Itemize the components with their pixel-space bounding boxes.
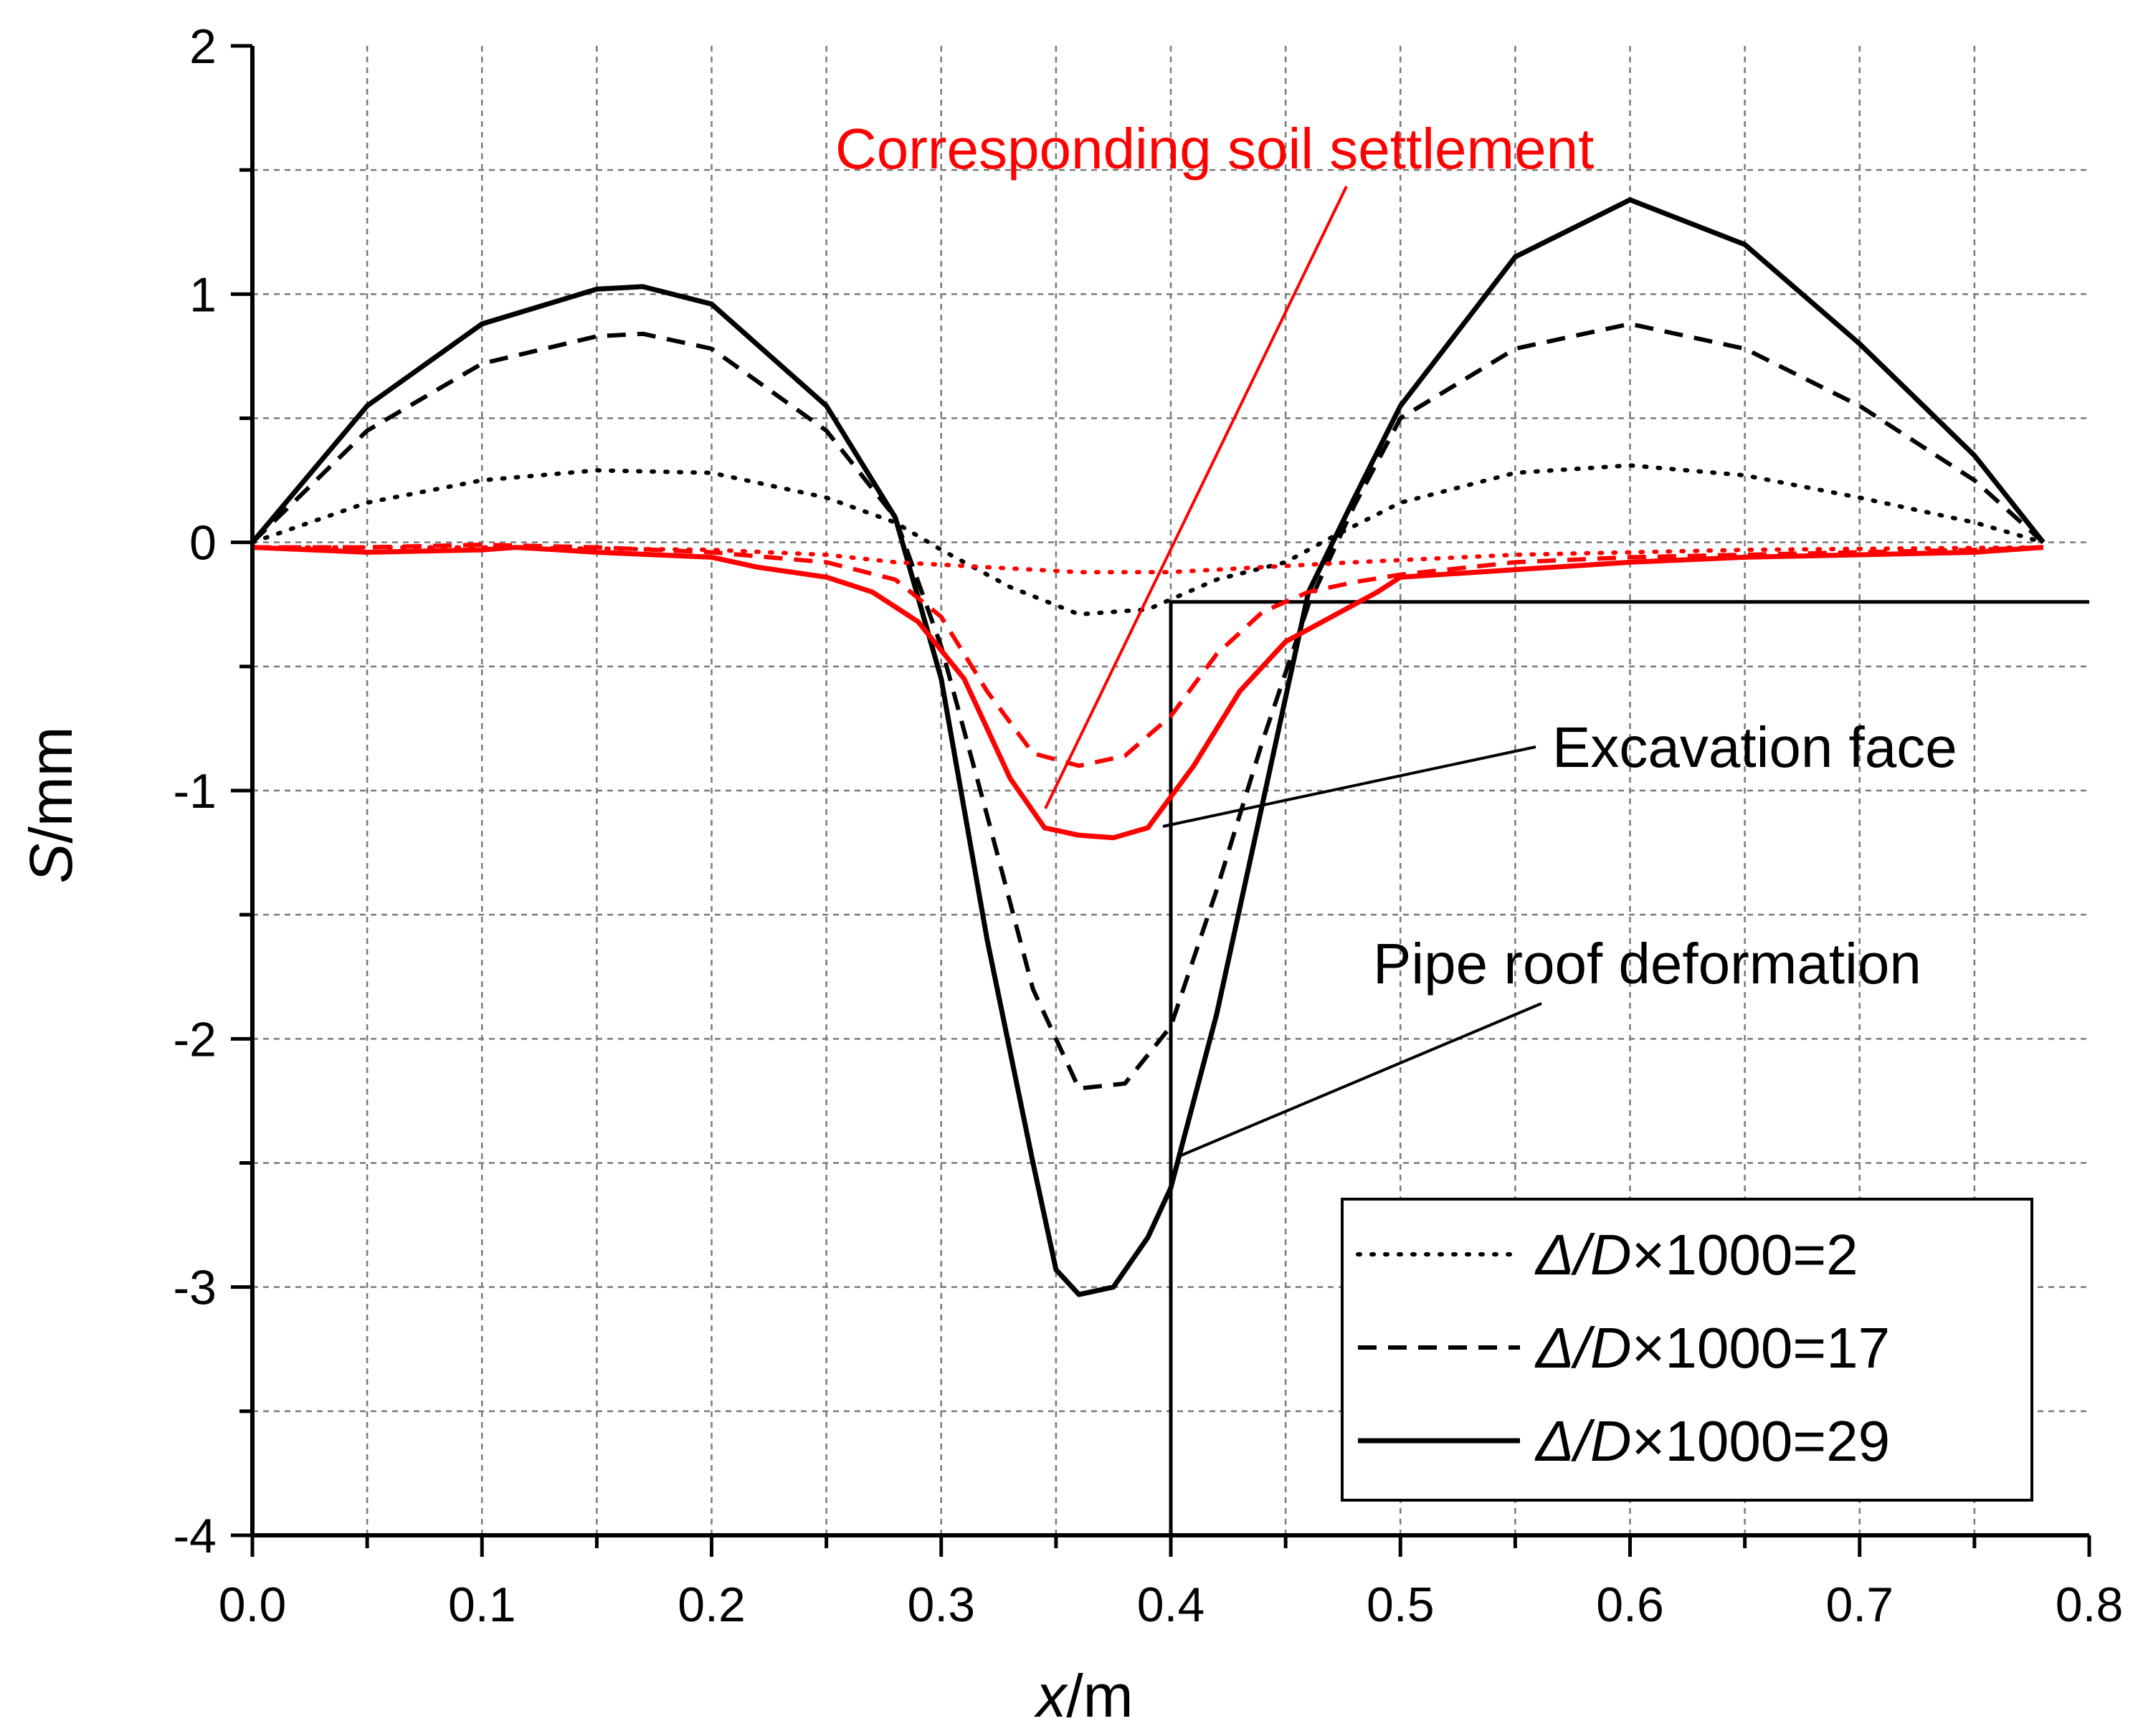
y-axis-title: S/mm — [17, 726, 85, 883]
x-tick-label: 0.1 — [448, 1578, 516, 1632]
y-axis-title-variable: S — [17, 844, 85, 884]
y-tick-label: -1 — [174, 764, 217, 819]
legend-label-value: ×1000=2 — [1632, 1223, 1858, 1287]
series-line-pipe-17 — [250, 321, 2045, 1091]
legend: Δ/D×1000=2Δ/D×1000=17Δ/D×1000=29 — [1341, 1198, 2033, 1502]
series-line-soil-17 — [252, 543, 2044, 768]
y-tick-label: 2 — [189, 19, 217, 74]
annotations: Corresponding soil settlement Excavation… — [835, 117, 1957, 1158]
excavation-face-line — [1169, 600, 2089, 1535]
leader-line-excavation-face — [1162, 745, 1536, 828]
axes: 0.0 0.1 0.2 0.3 0.4 0.5 0.6 0.7 0.8 2 1 0 -1 -2 -3 -4 — [174, 19, 2124, 1632]
x-axis-title-variable: x — [1033, 1662, 1068, 1730]
series-line-soil-29 — [252, 545, 2044, 841]
leader-line-pipe-roof — [1179, 1002, 1542, 1158]
legend-label-pipe-17: Δ/D×1000=17 — [1534, 1316, 1890, 1380]
annotation-excavation-face: Excavation face — [1552, 715, 1957, 779]
x-tick-label: 0.3 — [907, 1578, 975, 1632]
x-tick-label: 0.6 — [1596, 1578, 1664, 1632]
legend-label-variable: Δ/D — [1534, 1316, 1632, 1380]
legend-label-variable: Δ/D — [1534, 1409, 1632, 1473]
legend-label-pipe-29: Δ/D×1000=29 — [1534, 1409, 1890, 1473]
y-tick-label: -2 — [174, 1012, 217, 1067]
x-tick-label: 0.4 — [1137, 1578, 1205, 1632]
x-tick-label: 0.0 — [219, 1578, 287, 1632]
y-tick-label: -3 — [174, 1261, 217, 1315]
x-tick-label: 0.7 — [1825, 1578, 1894, 1632]
leader-line-soil-settlement — [1044, 186, 1348, 809]
series-line-pipe-29 — [250, 197, 2046, 1297]
x-tick-label: 0.8 — [2056, 1578, 2124, 1632]
annotation-soil-settlement: Corresponding soil settlement — [835, 117, 1594, 181]
x-tick-label: 0.5 — [1367, 1578, 1435, 1632]
y-tick-label: 0 — [189, 516, 217, 571]
legend-label-pipe-2: Δ/D×1000=2 — [1534, 1223, 1858, 1287]
legend-label-variable: Δ/D — [1534, 1223, 1632, 1287]
y-tick-label: -4 — [174, 1509, 217, 1563]
annotation-pipe-roof-deformation: Pipe roof deformation — [1373, 932, 1921, 996]
legend-label-value: ×1000=17 — [1632, 1316, 1890, 1380]
x-tick-label: 0.2 — [678, 1578, 746, 1632]
x-axis-title: x/m — [1033, 1662, 1133, 1730]
y-axis-title-unit: /mm — [17, 726, 85, 843]
legend-label-value: ×1000=29 — [1632, 1409, 1890, 1473]
series-layer — [250, 197, 2046, 1297]
y-tick-label: 1 — [189, 267, 217, 322]
x-axis-title-unit: /m — [1066, 1662, 1133, 1730]
excavation-face-marker — [1169, 600, 2089, 1535]
